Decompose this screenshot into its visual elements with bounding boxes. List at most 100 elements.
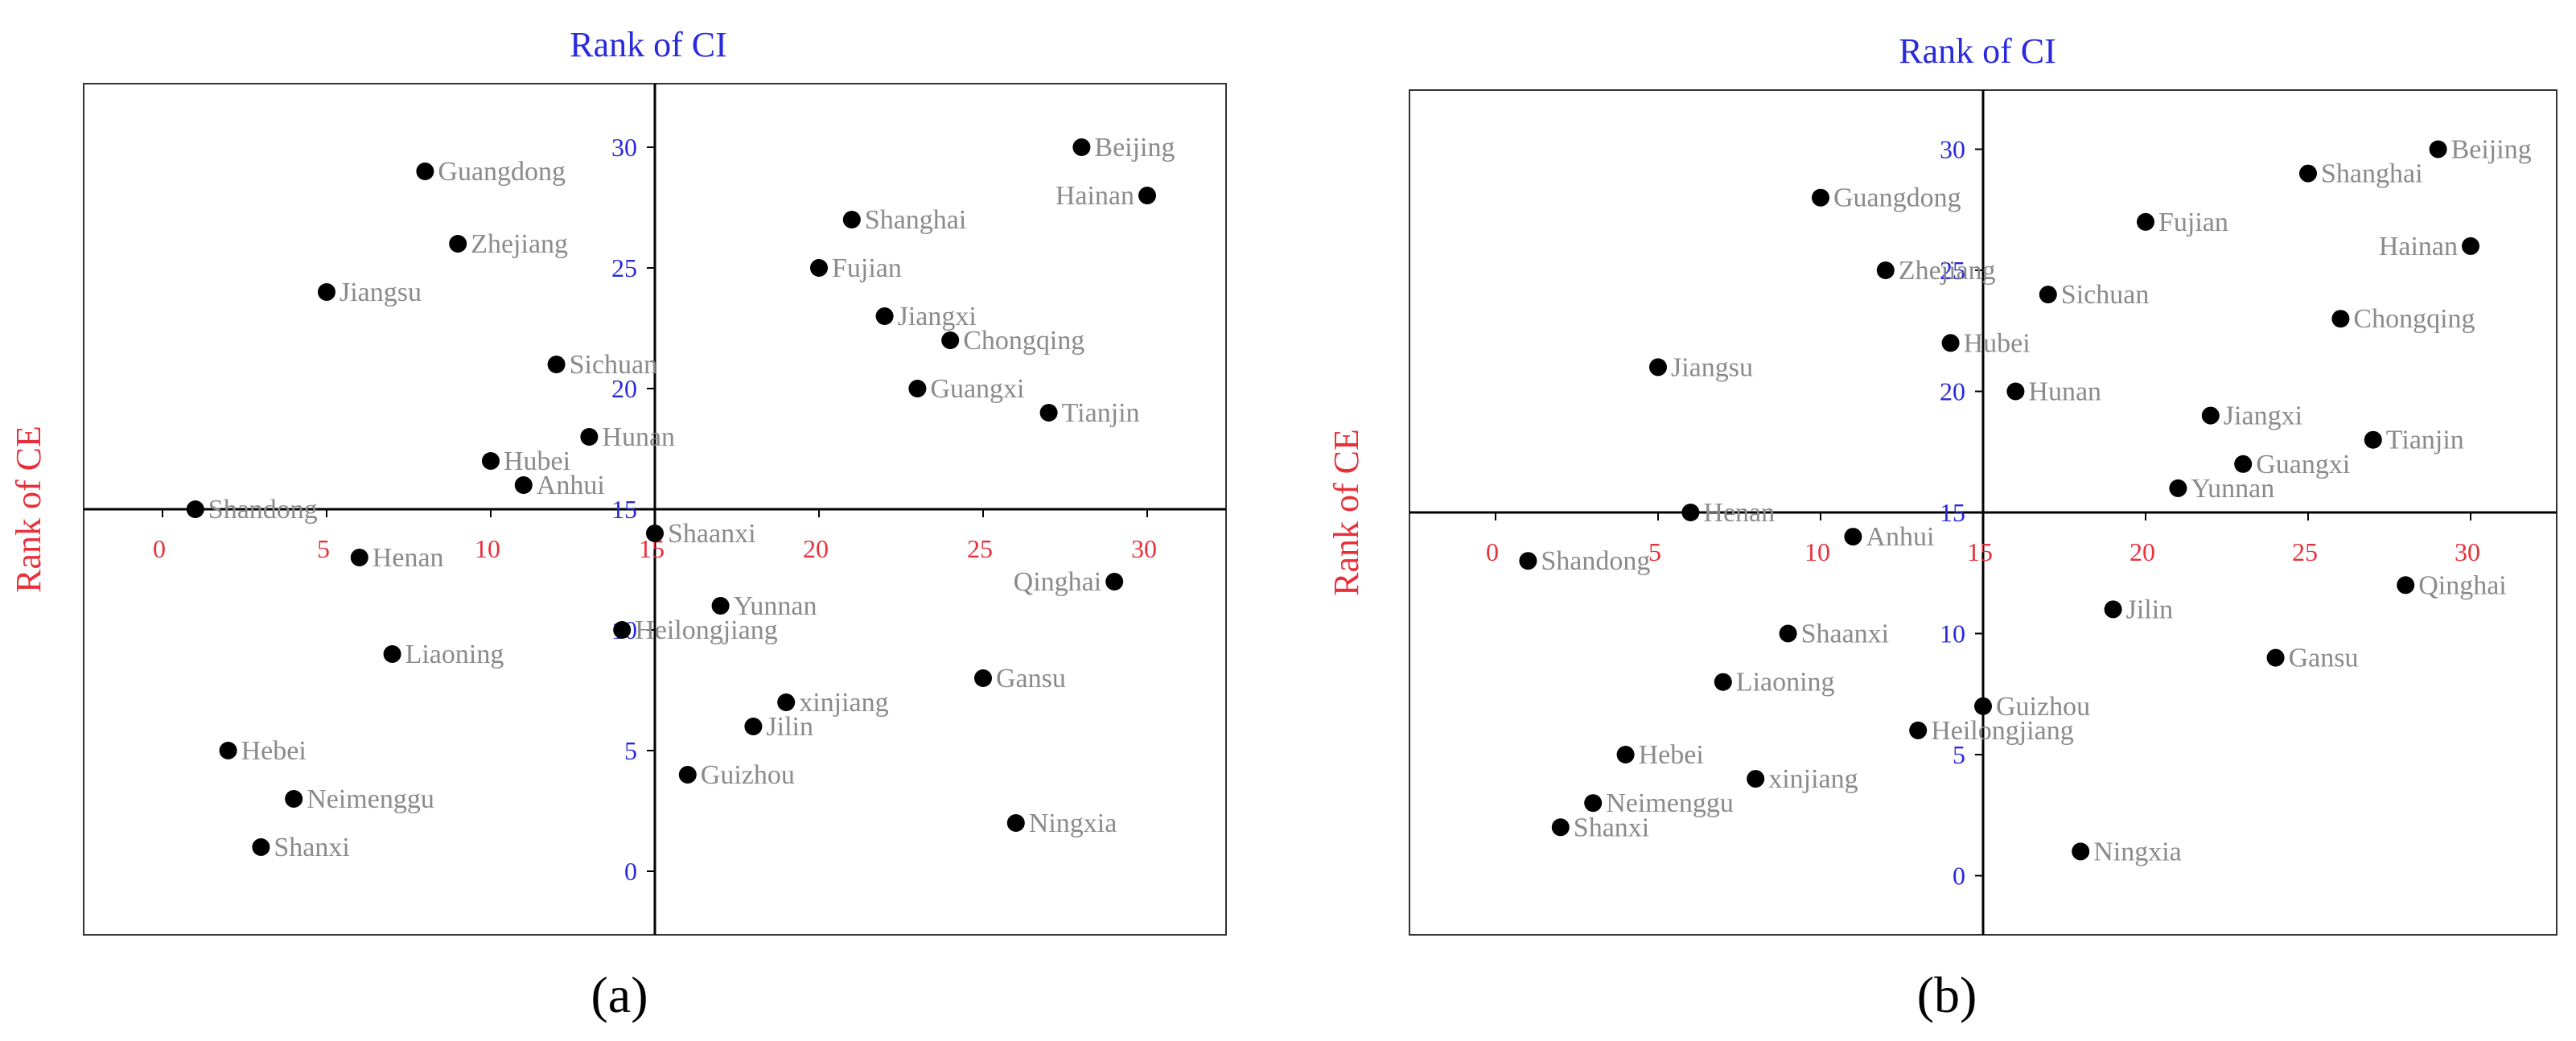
- data-point: [678, 766, 697, 784]
- point-label: Hebei: [241, 736, 307, 766]
- panel-label: (a): [591, 966, 648, 1023]
- point-label: Shanxi: [1574, 813, 1649, 842]
- y-tick-label: 25: [611, 253, 637, 282]
- data-point: [1779, 624, 1797, 643]
- x-tick-label: 25: [2292, 537, 2318, 566]
- point-label: Henan: [372, 543, 444, 573]
- y-tick-label: 0: [1953, 862, 1965, 891]
- point-label: Anhui: [1866, 522, 1934, 552]
- y-tick-label: 30: [611, 133, 637, 162]
- point-label: Guizhou: [701, 760, 795, 790]
- point-label: Chongqing: [2353, 304, 2475, 334]
- data-point: [2104, 600, 2122, 619]
- data-point: [613, 621, 632, 639]
- point-label: Liaoning: [1736, 668, 1835, 697]
- point-label: Neimenggu: [1606, 788, 1734, 818]
- data-point: [2331, 310, 2350, 328]
- point-label: Jiangxi: [2224, 401, 2302, 431]
- data-point: [1105, 573, 1124, 590]
- point-label: Yunnan: [2191, 474, 2274, 504]
- point-label: Yunnan: [734, 591, 817, 621]
- panel-label: (b): [1917, 966, 1977, 1023]
- data-point: [2266, 648, 2285, 667]
- point-label: Shaanxi: [668, 519, 756, 549]
- data-point: [744, 718, 763, 735]
- data-point: [1006, 814, 1025, 832]
- data-point: [1138, 187, 1156, 204]
- data-point: [2006, 382, 2025, 401]
- point-label: Guangxi: [2256, 450, 2350, 479]
- point-label: Tianjin: [1062, 398, 1140, 428]
- data-point: [974, 669, 992, 687]
- point-label: Guangxi: [930, 374, 1024, 404]
- point-label: Shandong: [1541, 546, 1650, 576]
- data-point: [1039, 404, 1058, 422]
- data-point: [2364, 430, 2382, 449]
- data-point: [2072, 842, 2090, 861]
- x-tick-label: 20: [803, 534, 829, 563]
- chart-panel-b: 0 5 10 15 20 25 30 0 5 10 15 20 25 30 Beijing Shanghai G…: [1327, 31, 2557, 1023]
- x-tick-label: 5: [1648, 537, 1661, 566]
- data-point: [1681, 504, 1700, 521]
- point-label: Liaoning: [405, 640, 504, 669]
- point-label: Gansu: [996, 664, 1066, 693]
- data-point: [1974, 697, 1992, 715]
- data-point: [449, 235, 467, 253]
- x-tick-label: 5: [317, 534, 330, 563]
- y-tick-label: 5: [624, 736, 637, 765]
- data-point: [2462, 237, 2479, 255]
- x-axis-title: Rank of CI: [1899, 31, 2056, 71]
- data-point: [1584, 794, 1603, 813]
- y-tick-label: 15: [611, 495, 637, 524]
- data-point: [1072, 138, 1091, 156]
- point-label: Jiangsu: [339, 278, 422, 307]
- point-label: Jilin: [2126, 595, 2174, 624]
- x-tick-label: 20: [2130, 537, 2155, 566]
- data-point: [1812, 188, 1829, 207]
- data-point: [350, 549, 368, 566]
- point-label: Hunan: [2028, 377, 2101, 407]
- point-label: Shandong: [208, 495, 318, 525]
- point-label: Guangdong: [438, 157, 566, 187]
- point-label: Guangdong: [1833, 183, 1961, 213]
- y-tick-label: 15: [1940, 498, 1965, 527]
- point-label: Shanghai: [2321, 159, 2423, 189]
- point-label: Fujian: [2158, 208, 2228, 237]
- data-point: [2137, 212, 2154, 231]
- y-tick-label: 20: [1940, 377, 1965, 406]
- data-point: [547, 356, 566, 373]
- x-tick-label: 10: [475, 534, 500, 563]
- data-point: [2234, 455, 2253, 473]
- point-label: Hubei: [504, 446, 570, 476]
- data-point: [2429, 140, 2447, 158]
- data-point: [2039, 286, 2057, 304]
- point-label: Guizhou: [1996, 692, 2090, 722]
- data-point: [2397, 576, 2415, 595]
- x-tick-label: 15: [1967, 537, 1993, 566]
- x-tick-label: 0: [153, 534, 166, 563]
- point-label: Tianjin: [2386, 426, 2464, 455]
- y-tick-label: 20: [611, 374, 637, 403]
- point-label: Fujian: [832, 253, 902, 283]
- data-point: [514, 476, 533, 494]
- data-point: [2169, 479, 2187, 497]
- point-label: Hainan: [1056, 181, 1134, 211]
- data-point: [777, 693, 796, 711]
- data-point: [810, 259, 828, 277]
- data-point: [711, 597, 730, 615]
- y-tick-label: 0: [624, 857, 637, 886]
- x-tick-label: 10: [1804, 537, 1830, 566]
- data-point: [1876, 261, 1895, 279]
- point-label: Hunan: [602, 422, 675, 452]
- data-point: [482, 452, 500, 470]
- y-tick-label: 25: [1940, 256, 1965, 285]
- data-point: [252, 838, 270, 856]
- data-point: [646, 525, 664, 542]
- point-label: Anhui: [537, 471, 605, 500]
- y-axis-title: Rank of CE: [1327, 429, 1366, 596]
- point-label: Zhejiang: [471, 229, 568, 259]
- data-point: [875, 307, 894, 325]
- data-point: [580, 428, 599, 446]
- point-label: Heilongjiang: [1931, 716, 2074, 746]
- data-point: [285, 790, 303, 808]
